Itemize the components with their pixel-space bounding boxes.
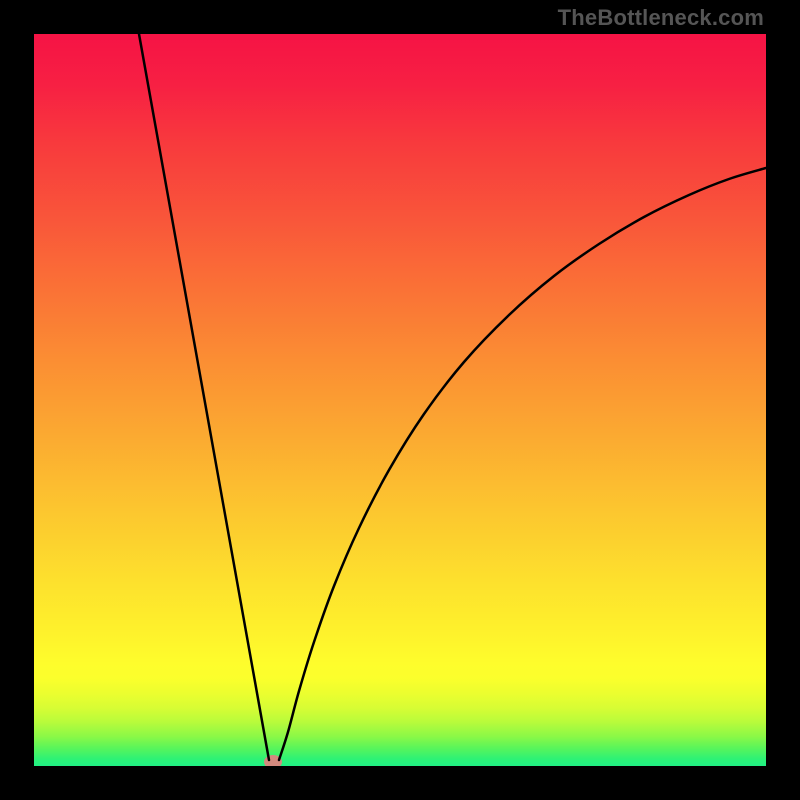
curve-right-branch (279, 168, 766, 760)
curve-left-branch (139, 34, 269, 760)
watermark-text: TheBottleneck.com (558, 5, 764, 31)
curve-layer (0, 0, 800, 800)
